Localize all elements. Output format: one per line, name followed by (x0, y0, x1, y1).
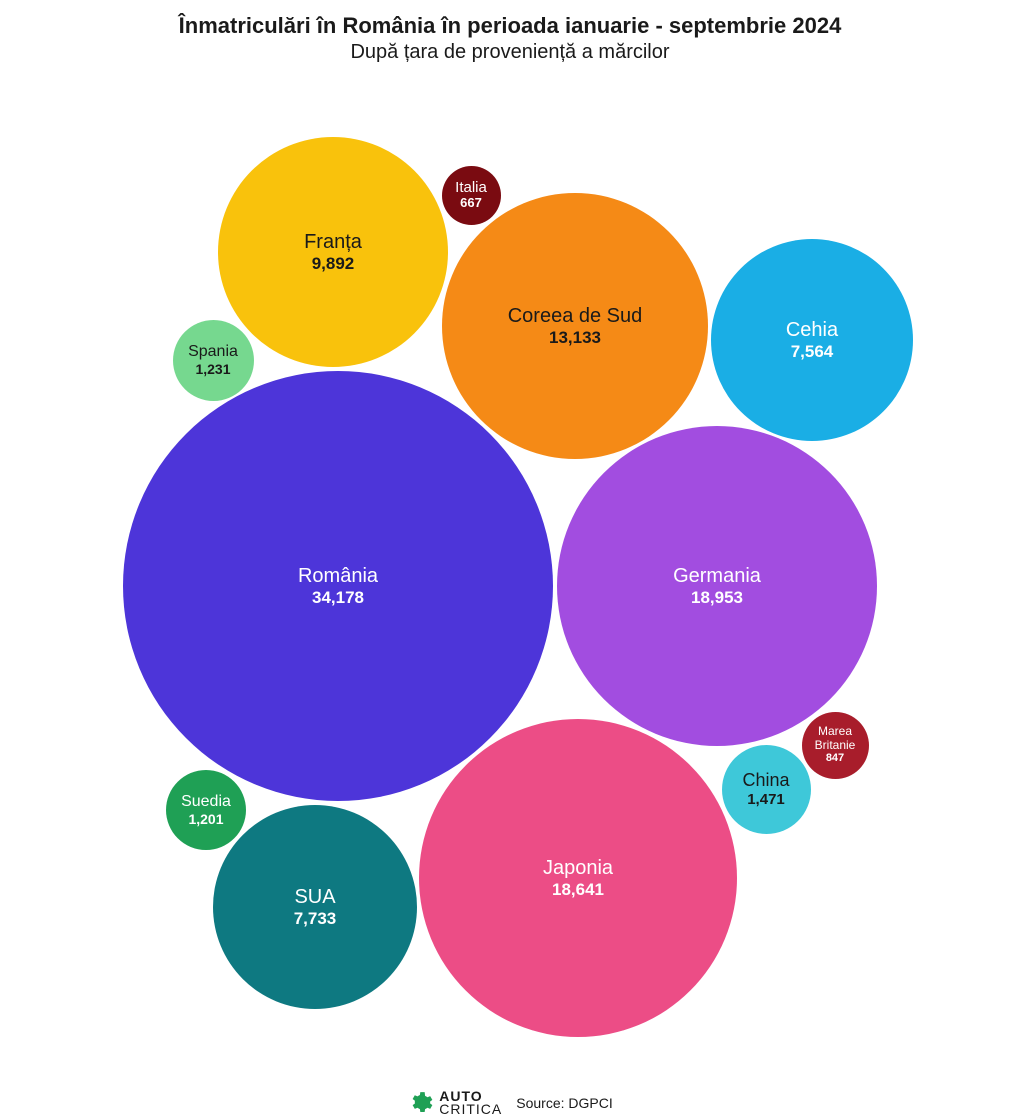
bubble-value: 1,471 (747, 791, 785, 808)
bubble-franta: Franța9,892 (218, 137, 448, 367)
bubble-suedia: Suedia1,201 (166, 770, 246, 850)
bubble-value: 667 (460, 196, 482, 211)
source-text: Source: DGPCI (516, 1095, 612, 1111)
bubble-japonia: Japonia18,641 (419, 719, 737, 1037)
chart-title: Înmatriculări în România în perioada ian… (0, 12, 1020, 40)
bubble-sua: SUA7,733 (213, 805, 417, 1009)
bubble-label: Franța (304, 231, 362, 254)
bubble-value: 18,641 (552, 880, 604, 900)
bubble-germania: Germania18,953 (557, 426, 877, 746)
bubble-value: 34,178 (312, 588, 364, 608)
brand-logo: AUTO CRITICA (407, 1090, 502, 1117)
bubble-label: Coreea de Sud (508, 305, 643, 328)
bubble-label: China (742, 770, 789, 791)
bubble-label: Japonia (543, 857, 613, 880)
bubble-label: Cehia (786, 319, 838, 342)
chart-footer: AUTO CRITICA Source: DGPCI (0, 1090, 1020, 1117)
bubble-romania: România34,178 (123, 371, 553, 801)
bubble-label: Germania (673, 565, 761, 588)
bubble-value: 1,201 (188, 811, 223, 827)
bubble-label: Suedia (181, 793, 231, 811)
bubble-value: 847 (826, 752, 844, 765)
gear-icon (407, 1090, 433, 1116)
chart-subtitle: După țara de proveniență a mărcilor (0, 40, 1020, 65)
bubble-coreea: Coreea de Sud13,133 (442, 193, 708, 459)
bubble-spania: Spania1,231 (173, 320, 254, 401)
bubble-chart: Înmatriculări în România în perioada ian… (0, 0, 1020, 1119)
bubble-value: 1,231 (195, 361, 230, 377)
bubble-label: Spania (188, 343, 238, 361)
brand-line2: CRITICA (439, 1103, 502, 1116)
bubble-cehia: Cehia7,564 (711, 239, 913, 441)
bubble-value: 13,133 (549, 328, 601, 348)
bubble-label: SUA (294, 886, 335, 909)
bubble-italia: Italia667 (442, 166, 501, 225)
bubble-value: 7,733 (294, 909, 337, 929)
bubble-value: 7,564 (791, 342, 834, 362)
brand-name: AUTO CRITICA (439, 1090, 502, 1117)
bubble-value: 9,892 (312, 254, 355, 274)
bubble-label: România (298, 565, 378, 588)
bubble-china: China1,471 (722, 745, 811, 834)
bubble-value: 18,953 (691, 588, 743, 608)
bubble-uk: MareaBritanie847 (802, 712, 869, 779)
bubble-label: Italia (455, 179, 487, 196)
bubble-label: MareaBritanie (815, 725, 856, 753)
